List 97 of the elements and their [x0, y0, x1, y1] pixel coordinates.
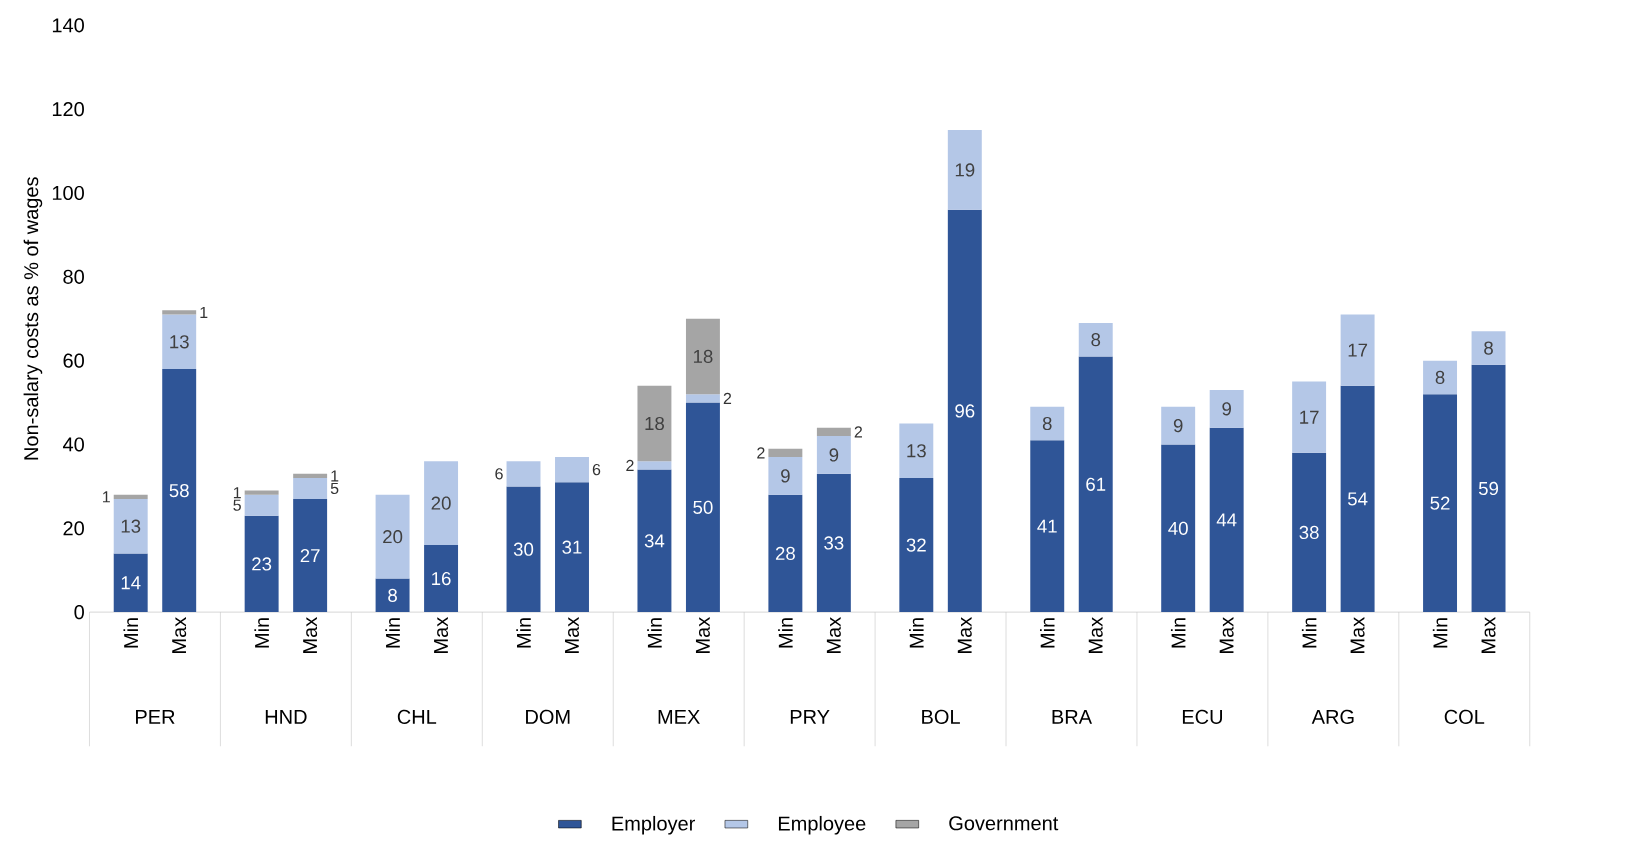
- y-tick-label: 60: [63, 353, 84, 368]
- data-label: 2: [757, 447, 765, 459]
- data-label: 8: [1484, 341, 1493, 355]
- data-label: 8: [1042, 416, 1052, 431]
- data-label: 34: [644, 534, 665, 548]
- data-label: 2: [854, 426, 862, 438]
- legend-label: Employee: [778, 816, 866, 835]
- x-tick-label: Min: [1301, 618, 1317, 648]
- data-label: 38: [1299, 525, 1319, 540]
- data-label: 13: [121, 519, 141, 533]
- x-tick-label: Max: [1481, 617, 1496, 654]
- x-tick-label: Min: [254, 618, 269, 648]
- x-tick-label: Max: [695, 617, 710, 654]
- legend-label: Government: [949, 816, 1059, 831]
- data-label: 33: [824, 536, 844, 550]
- data-label: 2: [723, 392, 732, 405]
- text: HND: [265, 710, 307, 724]
- y-tick-label: 80: [63, 269, 84, 284]
- data-label: 52: [1430, 496, 1450, 510]
- data-label: 17: [1300, 410, 1319, 424]
- data-label: 61: [1086, 477, 1106, 491]
- x-tick-label: Min: [385, 618, 400, 648]
- data-label: 8: [388, 588, 397, 603]
- legend-label: Employer: [612, 816, 695, 835]
- y-tick-label: 40: [62, 437, 84, 452]
- data-label: 30: [513, 542, 534, 556]
- data-label: 23: [252, 557, 272, 571]
- data-label: 1: [200, 307, 208, 319]
- text: BRA: [1052, 710, 1093, 724]
- data-label: 28: [775, 546, 795, 561]
- x-tick-label: Min: [647, 618, 662, 648]
- x-tick-label: Min: [778, 618, 793, 648]
- y-axis-title: Non-salary costs as % of wages: [23, 177, 43, 460]
- x-tick-label: Max: [1088, 617, 1103, 654]
- data-label: 6: [592, 464, 601, 476]
- text: BOL: [922, 709, 960, 725]
- data-label: 9: [1173, 419, 1183, 433]
- data-label: 19: [955, 163, 975, 177]
- data-label: 44: [1216, 513, 1237, 527]
- y-tick-label: 20: [63, 521, 84, 536]
- y-tick-label: 120: [52, 102, 84, 117]
- data-label: 5: [330, 482, 339, 495]
- y-tick-label: 140: [52, 18, 84, 33]
- x-tick-label: Max: [434, 617, 449, 654]
- data-label: 18: [693, 349, 713, 364]
- data-label: 14: [121, 576, 141, 590]
- x-tick-label: Max: [303, 617, 318, 654]
- text: CHL: [397, 709, 437, 725]
- x-tick-label: Min: [909, 618, 924, 648]
- text: PER: [136, 710, 175, 724]
- data-label: 18: [645, 416, 665, 431]
- data-label: 13: [907, 444, 926, 458]
- x-tick-label: Min: [123, 618, 138, 648]
- data-label: 13: [170, 335, 189, 349]
- text: ARG: [1311, 709, 1354, 725]
- x-tick-label: Max: [1350, 617, 1365, 654]
- x-tick-label: Max: [172, 617, 187, 654]
- x-tick-label: Min: [1170, 618, 1186, 648]
- data-label: 41: [1037, 519, 1057, 533]
- y-tick-label: 0: [74, 605, 84, 620]
- data-label: 1: [331, 470, 339, 482]
- text: ECU: [1182, 709, 1222, 725]
- data-label: 2: [626, 459, 634, 472]
- x-tick-label: Min: [516, 618, 531, 648]
- data-label: 9: [829, 448, 839, 462]
- data-label: 9: [781, 469, 790, 483]
- data-label: 31: [562, 540, 582, 554]
- data-label: 8: [1091, 333, 1101, 347]
- data-label: 20: [431, 496, 451, 510]
- data-label: 54: [1347, 492, 1368, 506]
- data-label: 58: [169, 484, 189, 498]
- x-tick-label: Max: [957, 617, 972, 654]
- data-label: 59: [1478, 481, 1499, 496]
- data-label: 27: [300, 549, 320, 563]
- data-label: 16: [432, 572, 451, 586]
- text: DOM: [526, 709, 570, 725]
- data-label: 8: [1435, 370, 1445, 385]
- text: PRY: [790, 710, 830, 724]
- x-tick-label: Max: [565, 617, 579, 654]
- data-label: 9: [1222, 402, 1231, 416]
- data-label: 50: [693, 500, 713, 515]
- data-label: 96: [955, 404, 975, 418]
- data-label: 5: [233, 499, 241, 511]
- data-label: 17: [1348, 343, 1368, 357]
- data-label: 6: [495, 468, 503, 480]
- text: COL: [1444, 709, 1485, 725]
- y-tick-label: 100: [52, 185, 84, 201]
- data-label: 40: [1168, 521, 1188, 535]
- x-tick-label: Min: [1432, 618, 1448, 648]
- x-tick-label: Max: [826, 617, 841, 654]
- data-label: 20: [383, 530, 403, 544]
- data-label: 32: [906, 538, 926, 552]
- x-tick-label: Max: [1219, 617, 1234, 654]
- data-label: 1: [233, 487, 241, 499]
- x-tick-label: Min: [1040, 618, 1055, 648]
- text: MEX: [658, 710, 700, 724]
- data-label: 1: [102, 491, 110, 503]
